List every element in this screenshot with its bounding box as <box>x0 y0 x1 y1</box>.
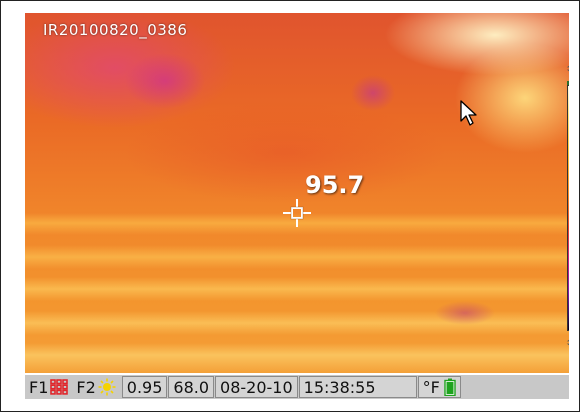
spot-temperature: 95.7 <box>305 171 365 199</box>
color-scale-bar <box>567 85 569 331</box>
temperature-scale <box>565 59 569 359</box>
crosshair-icon[interactable] <box>281 197 313 229</box>
unit-label: °F <box>422 377 440 397</box>
f2-function-key[interactable]: F2 <box>72 376 119 398</box>
mouse-pointer-icon <box>460 100 477 126</box>
scale-bottom-adjust-icon[interactable] <box>566 333 569 353</box>
emissivity-value: 0.95 <box>121 376 168 398</box>
image-filename: IR20100820_0386 <box>43 21 188 39</box>
time-value: 15:38:55 <box>298 376 417 398</box>
scale-top-adjust-icon[interactable] <box>566 59 569 79</box>
battery-icon <box>444 378 456 396</box>
grid-icon <box>50 379 69 395</box>
status-bar: F1 F2 0.95 68.0 0 <box>25 375 569 399</box>
f2-label: F2 <box>76 377 96 397</box>
date-value: 08-20-10 <box>215 376 298 398</box>
f1-function-key[interactable]: F1 <box>25 376 72 398</box>
scale-top-marker <box>567 81 569 85</box>
sun-icon <box>98 378 116 396</box>
reflected-temperature-value: 68.0 <box>168 376 215 398</box>
unit-indicator: °F <box>417 376 461 398</box>
f1-label: F1 <box>29 377 49 397</box>
thermal-image: IR20100820_0386 95.7 <box>25 13 569 373</box>
